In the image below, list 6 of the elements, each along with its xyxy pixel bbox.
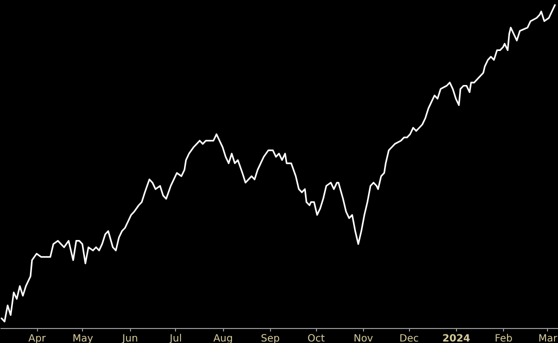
x-tick-label: Oct	[307, 334, 325, 343]
x-tick-label: Mar	[538, 334, 558, 343]
x-tick-label: Dec	[399, 334, 419, 343]
x-tick-label: Feb	[494, 334, 512, 343]
x-tick-label: Nov	[354, 334, 374, 343]
x-tick-label: 2024	[442, 334, 470, 343]
